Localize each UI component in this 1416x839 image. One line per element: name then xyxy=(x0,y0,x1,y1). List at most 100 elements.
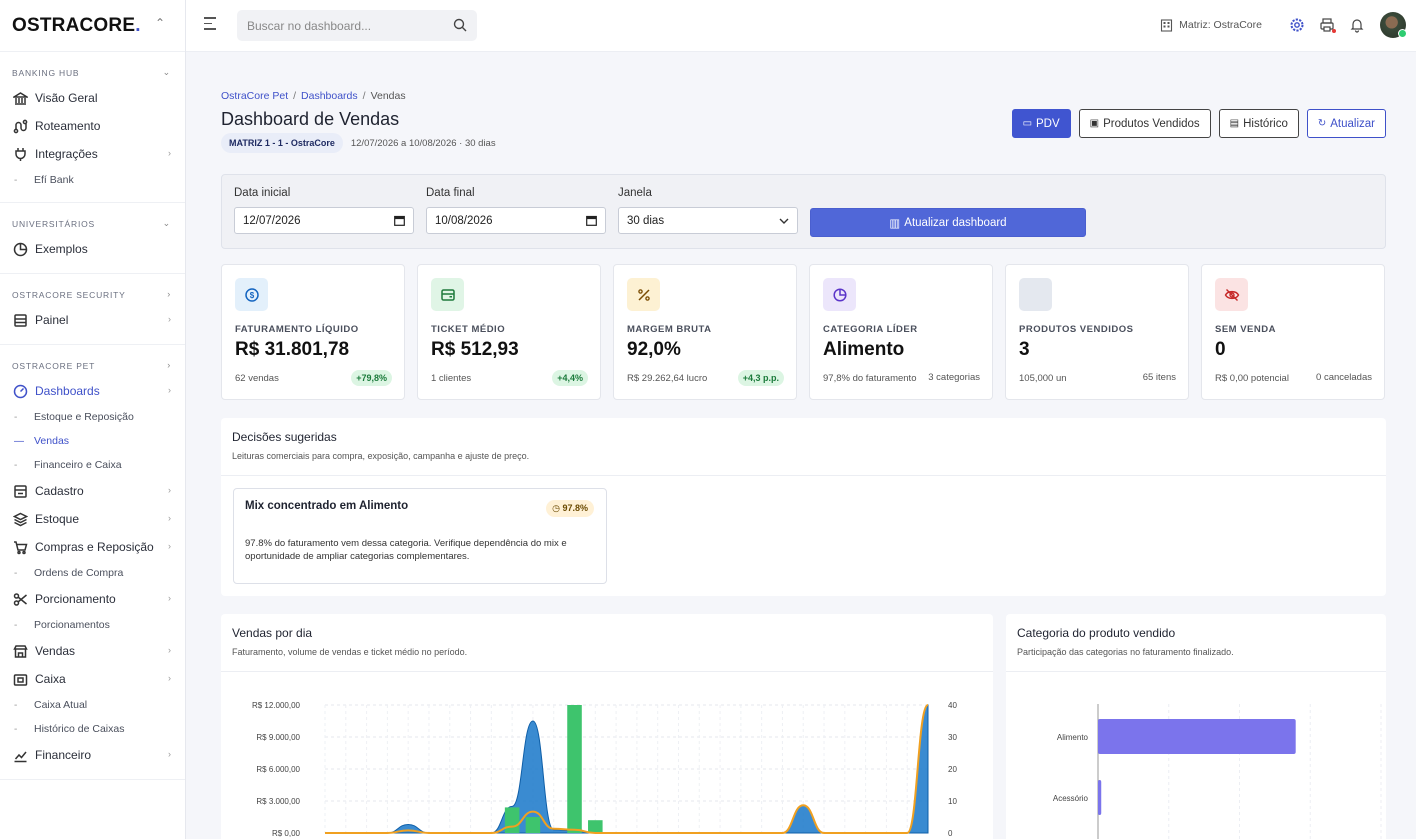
sidebar-subitem[interactable]: - Estoque e Reposição xyxy=(14,411,134,423)
kpi-value: 3 xyxy=(1019,339,1030,360)
brand: OSTRACORE. ⌃ xyxy=(0,0,185,52)
menu-toggle-icon[interactable] xyxy=(204,17,218,34)
sidebar-item[interactable]: Exemplos xyxy=(0,235,185,263)
chevron-down-icon xyxy=(779,218,789,224)
settings-gear-icon[interactable] xyxy=(1288,16,1306,34)
search-icon[interactable] xyxy=(453,18,467,35)
sales-count-bar xyxy=(504,807,520,833)
pie-icon xyxy=(12,241,28,257)
kpi-secondary: 0 canceladas xyxy=(1316,372,1372,383)
category-label: Alimento xyxy=(1057,733,1089,742)
plug-icon xyxy=(12,146,28,162)
eye-off-icon xyxy=(1215,278,1248,311)
sidebar-subitem[interactable]: - Histórico de Caixas xyxy=(14,723,125,735)
sidebar-item[interactable]: Vendas › xyxy=(0,637,185,665)
sidebar-item[interactable]: Painel › xyxy=(0,306,185,334)
sidebar-section-title[interactable]: OSTRACORE PET › xyxy=(12,360,171,371)
sales-chart: R$ 12.000,00 40 R$ 9.000,00 30 R$ 6.000,00 20… xyxy=(252,701,957,838)
building-icon xyxy=(1161,18,1173,32)
kpi-secondary: 3 categorias xyxy=(928,372,980,383)
kpi-value: Alimento xyxy=(823,339,905,360)
kpi-label: TICKET MÉDIO xyxy=(431,324,506,335)
sidebar-item[interactable]: Compras e Reposição › xyxy=(0,533,185,561)
category-chart-card: Categoria do produto vendido Participaçã… xyxy=(1006,614,1386,839)
store-icon xyxy=(12,643,28,659)
start-date-input[interactable]: 12/07/2026 xyxy=(234,207,414,234)
sidebar-item[interactable]: Cadastro › xyxy=(0,477,185,505)
update-dashboard-button[interactable]: ▥ Atualizar dashboard xyxy=(810,208,1086,237)
bell-icon[interactable] xyxy=(1348,16,1366,34)
topbar: Matriz: OstraCore xyxy=(186,0,1416,52)
trend-icon xyxy=(12,747,28,763)
sidebar-subitem[interactable]: - Efí Bank xyxy=(14,174,74,186)
list-icon: ▤ xyxy=(1229,118,1240,129)
insight-title: Mix concentrado em Alimento xyxy=(245,500,409,512)
kpi-subtext: 97,8% do faturamento xyxy=(823,373,917,384)
calendar-icon[interactable] xyxy=(586,215,597,226)
insight-text: 97.8% do faturamento vem dessa categoria… xyxy=(245,538,567,562)
y-left-tick-label: R$ 0,00 xyxy=(272,829,301,838)
ticket-line xyxy=(324,704,929,834)
collapse-chevron-icon[interactable]: ⌃ xyxy=(154,16,165,30)
company-selector[interactable]: Matriz: OstraCore xyxy=(1160,18,1262,32)
sidebar-subitem[interactable]: - Ordens de Compra xyxy=(14,567,124,579)
breadcrumb-link-dashboards[interactable]: Dashboards xyxy=(301,90,358,102)
sidebar-item[interactable]: Roteamento xyxy=(0,112,185,140)
sales-chart-title: Vendas por dia xyxy=(232,626,313,640)
kpi-subtext: R$ 0,00 potencial xyxy=(1215,373,1289,384)
branch-badge: MATRIZ 1 - 1 - OstraCore xyxy=(221,133,343,153)
kpi-label: FATURAMENTO LÍQUIDO xyxy=(235,324,359,335)
printer-icon[interactable] xyxy=(1318,16,1336,34)
history-button[interactable]: ▤ Histórico xyxy=(1218,109,1299,138)
cart-icon xyxy=(12,539,28,555)
sidebar-item[interactable]: Caixa › xyxy=(0,665,185,693)
form-icon xyxy=(12,483,28,499)
calendar-icon[interactable] xyxy=(394,215,405,226)
kpi-label: SEM VENDA xyxy=(1215,324,1276,335)
brand-logo[interactable]: OSTRACORE. xyxy=(12,14,141,36)
sidebar-subitem[interactable]: — Vendas xyxy=(14,435,70,447)
y-right-tick-label: 0 xyxy=(948,829,953,838)
insight-card[interactable]: Mix concentrado em Alimento ◷ 97.8% 97.8… xyxy=(233,488,607,584)
search-input[interactable] xyxy=(237,10,437,41)
y-left-tick-label: R$ 12.000,00 xyxy=(252,701,301,710)
sales-chart-card: Vendas por dia Faturamento, volume de ve… xyxy=(221,614,993,839)
sidebar-section-title[interactable]: UNIVERSITÁRIOS ⌄ xyxy=(12,218,171,229)
sidebar-item[interactable]: Financeiro › xyxy=(0,741,185,769)
sidebar-item[interactable]: Estoque › xyxy=(0,505,185,533)
kpi-delta-badge: +4,4% xyxy=(552,370,588,386)
sales-count-bar xyxy=(567,705,582,833)
kpi-delta-badge: +4,3 p.p. xyxy=(737,370,784,386)
sidebar-section-title[interactable]: OSTRACORE SECURITY › xyxy=(12,289,171,300)
category-chart: Alimento Acessório xyxy=(1053,704,1382,839)
sidebar-item[interactable]: Porcionamento › xyxy=(0,585,185,613)
y-left-tick-label: R$ 3.000,00 xyxy=(256,797,300,806)
pdv-button[interactable]: ▭ PDV xyxy=(1011,109,1071,138)
sidebar-item[interactable]: Dashboards › xyxy=(0,377,185,405)
company-label: Matriz: OstraCore xyxy=(1179,19,1262,31)
kpi-secondary: 65 itens xyxy=(1142,372,1176,383)
sidebar-item[interactable]: Visão Geral xyxy=(0,84,185,112)
category-chart-subtitle: Participação das categorias no faturamen… xyxy=(1017,647,1234,657)
end-date-input[interactable]: 10/08/2026 xyxy=(426,207,606,234)
sidebar-item[interactable]: Integrações › xyxy=(0,140,185,168)
wallet-icon xyxy=(431,278,464,311)
insight-badge: ◷ 97.8% xyxy=(546,500,594,517)
sidebar-subitem[interactable]: - Financeiro e Caixa xyxy=(14,459,122,471)
window-select[interactable]: 30 dias xyxy=(618,207,798,234)
breadcrumb-link-pet[interactable]: OstraCore Pet xyxy=(221,90,289,102)
category-chart-title: Categoria do produto vendido xyxy=(1017,626,1176,640)
breadcrumb-current: Vendas xyxy=(370,90,406,102)
chart-icon: ▥ xyxy=(889,217,901,230)
sidebar-section-title[interactable]: BANKING HUB ⌄ xyxy=(12,67,171,78)
box-icon xyxy=(1019,278,1052,311)
category-bar xyxy=(1098,780,1102,815)
sidebar-section: BANKING HUB ⌄ Visão Geral Roteamento Integra… xyxy=(0,52,185,203)
user-avatar[interactable] xyxy=(1380,12,1407,38)
sidebar-subitem[interactable]: - Porcionamentos xyxy=(14,619,110,631)
y-right-tick-label: 10 xyxy=(948,797,957,806)
sidebar-subitem[interactable]: - Caixa Atual xyxy=(14,699,88,711)
sidebar: OSTRACORE. ⌃ BANKING HUB ⌄ Visão Geral Rote… xyxy=(0,0,186,839)
products-sold-button[interactable]: ▣ Produtos Vendidos xyxy=(1078,109,1211,138)
refresh-button[interactable]: ↻ Atualizar xyxy=(1306,109,1386,138)
